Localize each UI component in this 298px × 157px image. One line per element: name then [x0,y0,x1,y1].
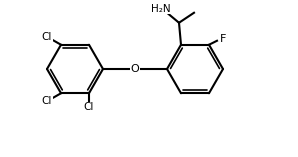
Text: O: O [131,64,139,74]
Text: Cl: Cl [84,102,94,112]
Text: Cl: Cl [42,32,52,42]
Text: F: F [220,34,226,44]
Text: H₂N: H₂N [151,4,171,14]
Text: Cl: Cl [42,96,52,106]
